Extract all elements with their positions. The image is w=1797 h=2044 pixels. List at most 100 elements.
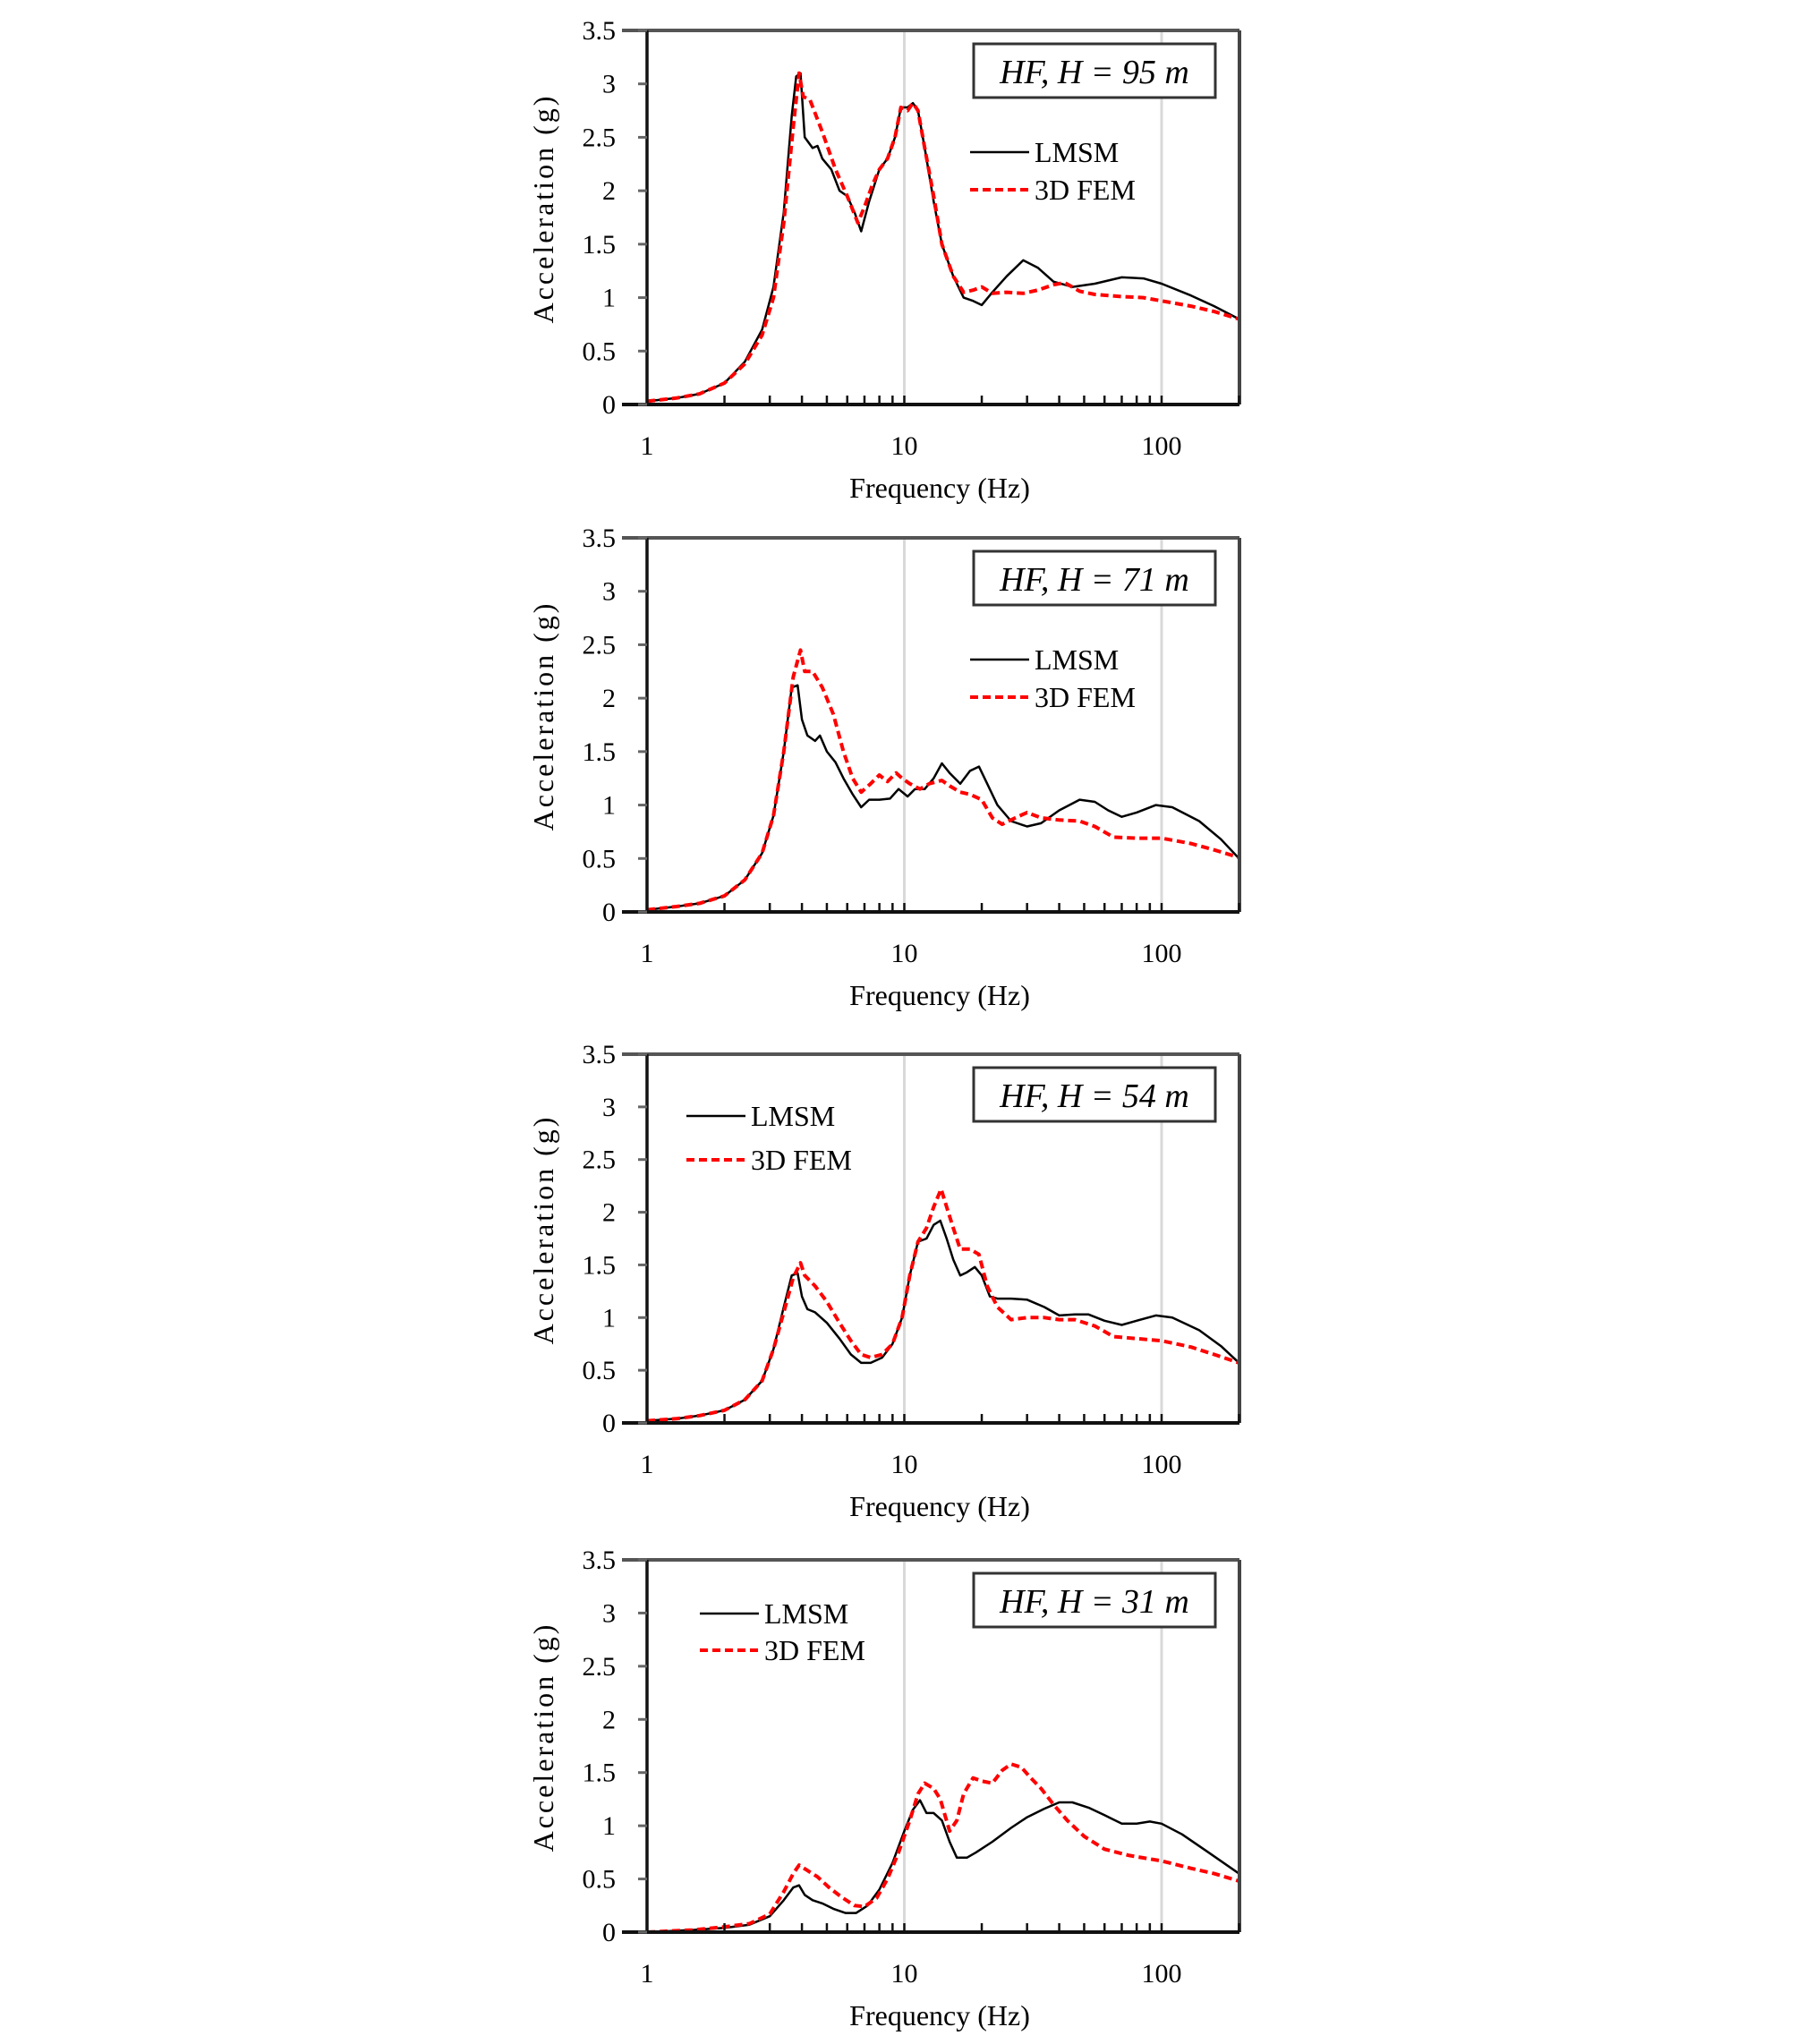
y-tick-label: 1.5	[583, 737, 617, 767]
y-tick-label: 1	[602, 791, 616, 821]
plot-series	[647, 1762, 1239, 1932]
series-3d-fem-line	[647, 648, 1239, 912]
x-tick-label: 1	[641, 431, 654, 461]
y-tick-label: 3	[602, 1598, 616, 1628]
y-tick-label: 3.5	[583, 16, 617, 46]
x-tick-label: 10	[891, 431, 918, 461]
y-axis-title: Acceleration (g)	[527, 94, 559, 324]
legend: LMSM 3D FEM	[686, 1100, 852, 1176]
x-tick-label: 10	[891, 1959, 918, 1989]
y-tick-label: 0	[602, 898, 616, 927]
panel-label-box: HF, H = 95 m	[972, 42, 1217, 99]
y-tick-label: 1.5	[583, 230, 617, 260]
series-lmsm-line	[647, 684, 1239, 911]
x-tick-label: 10	[891, 939, 918, 968]
y-tick-label: 3	[602, 1093, 616, 1122]
axis-ticks	[638, 29, 1240, 406]
legend-lmsm-label: LMSM	[1035, 643, 1119, 676]
y-tick-label: 0.5	[583, 844, 617, 873]
panel-label: HF, H = 54 m	[999, 1077, 1189, 1115]
y-tick-label: 2.5	[583, 1145, 617, 1175]
series-lmsm-line	[647, 1799, 1239, 1932]
x-tick-label: 1	[641, 1959, 654, 1989]
y-tick-label: 3.5	[583, 1546, 617, 1575]
x-tick-label: 1	[641, 939, 654, 968]
y-tick-label: 2	[602, 1198, 616, 1228]
legend-lmsm-label: LMSM	[751, 1100, 835, 1132]
y-tick-label: 0.5	[583, 336, 617, 366]
y-tick-labels: 0 0.5 1 1.5 2 2.5 3 3.5	[583, 1546, 617, 1947]
legend-fem-label: 3D FEM	[751, 1144, 852, 1176]
x-tick-labels: 1 10 100	[641, 1450, 1182, 1479]
plot-series	[647, 71, 1239, 404]
y-tick-label: 0	[602, 1918, 616, 1947]
series-lmsm-line	[647, 72, 1239, 403]
y-tick-label: 1.5	[583, 1759, 617, 1788]
legend-fem-label: 3D FEM	[1035, 681, 1136, 713]
panel-label-box: HF, H = 31 m	[972, 1571, 1217, 1629]
y-tick-label: 3	[602, 577, 616, 607]
y-tick-label: 0	[602, 390, 616, 420]
legend-lmsm-label: LMSM	[1035, 136, 1119, 168]
y-tick-label: 0	[602, 1409, 616, 1438]
y-tick-label: 2.5	[583, 1652, 617, 1682]
x-tick-label: 10	[891, 1450, 918, 1479]
chart-panel-h54: 0 0.5 1 1.5 2 2.5 3 3.5 1 10 100 Acceleration (g)…	[527, 1040, 1241, 1522]
legend-lmsm-label: LMSM	[764, 1597, 848, 1630]
x-axis-title: Frequency (Hz)	[849, 472, 1030, 504]
y-tick-label: 1	[602, 284, 616, 313]
y-tick-label: 2.5	[583, 123, 617, 152]
y-tick-label: 0.5	[583, 1356, 617, 1385]
legend-fem-label: 3D FEM	[764, 1634, 865, 1666]
y-tick-labels: 0 0.5 1 1.5 2 2.5 3 3.5	[583, 16, 617, 420]
panel-label: HF, H = 71 m	[999, 561, 1189, 599]
x-tick-label: 100	[1142, 939, 1182, 968]
x-tick-labels: 1 10 100	[641, 1959, 1182, 1989]
x-tick-labels: 1 10 100	[641, 939, 1182, 968]
y-axis-title: Acceleration (g)	[527, 601, 559, 831]
series-3d-fem-line	[647, 1187, 1239, 1423]
y-tick-label: 1.5	[583, 1250, 617, 1280]
y-tick-label: 1	[602, 1303, 616, 1333]
series-3d-fem-line	[647, 1762, 1239, 1932]
legend: LMSM 3D FEM	[700, 1597, 865, 1666]
plot-series	[647, 1187, 1239, 1423]
panel-label-box: HF, H = 54 m	[972, 1066, 1217, 1123]
x-tick-label: 100	[1142, 1959, 1182, 1989]
series-lmsm-line	[647, 1219, 1239, 1422]
x-axis-title: Frequency (Hz)	[849, 1490, 1030, 1522]
x-tick-label: 100	[1142, 431, 1182, 461]
plot-series	[647, 648, 1239, 912]
axis-ticks	[638, 1558, 1240, 1934]
x-tick-label: 1	[641, 1450, 654, 1479]
legend: LMSM 3D FEM	[970, 136, 1136, 206]
y-tick-label: 2.5	[583, 630, 617, 660]
x-axis-title: Frequency (Hz)	[849, 1999, 1030, 2031]
y-tick-label: 2	[602, 1705, 616, 1734]
y-tick-label: 2	[602, 176, 616, 206]
panel-label: HF, H = 31 m	[999, 1583, 1189, 1621]
y-axis-title: Acceleration (g)	[527, 1622, 559, 1852]
x-tick-label: 100	[1142, 1450, 1182, 1479]
chart-panel-h71: 0 0.5 1 1.5 2 2.5 3 3.5 1 10 100 Acceleration (g)…	[527, 524, 1241, 1011]
y-axis-title: Acceleration (g)	[527, 1115, 559, 1345]
axis-ticks	[638, 1052, 1240, 1425]
y-tick-labels: 0 0.5 1 1.5 2 2.5 3 3.5	[583, 1040, 617, 1438]
chart-panel-h95: 0 0.5 1 1.5 2 2.5 3 3.5 1 10 100 Acceleration (g)…	[527, 16, 1241, 504]
y-tick-labels: 0 0.5 1 1.5 2 2.5 3 3.5	[583, 524, 617, 927]
x-axis-title: Frequency (Hz)	[849, 979, 1030, 1011]
panel-label: HF, H = 95 m	[999, 54, 1189, 91]
series-3d-fem-line	[647, 71, 1239, 404]
axis-ticks	[638, 536, 1240, 914]
y-tick-label: 2	[602, 684, 616, 713]
panel-label-box: HF, H = 71 m	[972, 549, 1217, 607]
y-tick-label: 3	[602, 70, 616, 99]
legend-fem-label: 3D FEM	[1035, 174, 1136, 206]
legend: LMSM 3D FEM	[970, 643, 1136, 713]
y-tick-label: 3.5	[583, 1040, 617, 1069]
y-tick-label: 0.5	[583, 1865, 617, 1895]
y-tick-label: 3.5	[583, 524, 617, 553]
x-tick-labels: 1 10 100	[641, 431, 1182, 461]
